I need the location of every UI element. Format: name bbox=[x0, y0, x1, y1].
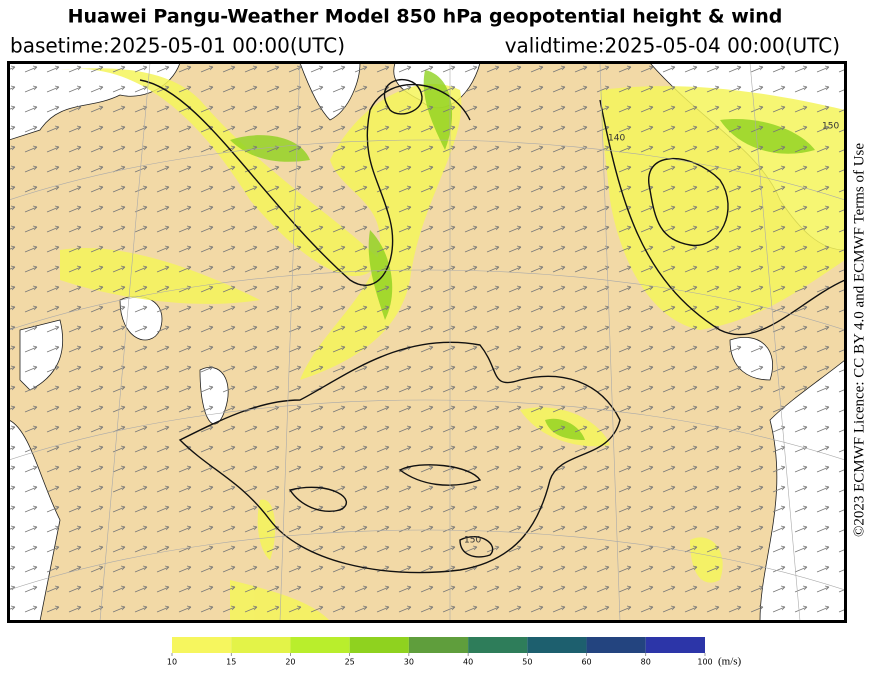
map-frame bbox=[7, 61, 847, 623]
colorbar-segment bbox=[172, 637, 232, 653]
colorbar-tick-label: 25 bbox=[345, 658, 355, 667]
colorbar-segment bbox=[349, 637, 409, 653]
colorbar-segment bbox=[290, 637, 350, 653]
colorbar-tick-label: 20 bbox=[285, 658, 295, 667]
wind-arrows bbox=[9, 63, 845, 621]
colorbar-tick-label: 100 bbox=[697, 658, 712, 667]
basetime: basetime:2025-05-01 00:00(UTC) bbox=[10, 34, 345, 58]
colorbar-segment bbox=[586, 637, 646, 653]
colorbar-tick-label: 40 bbox=[463, 658, 473, 667]
colorbar: 10 15 20 25 30 40 50 60 80 100 bbox=[167, 637, 713, 667]
colorbar-unit: (m/s) bbox=[718, 656, 742, 668]
licence: ©2023 ECMWF Licence: CC BY 4.0 and ECMWF… bbox=[851, 143, 867, 537]
colorbar-tick-label: 10 bbox=[167, 658, 177, 667]
colorbar-tick-label: 60 bbox=[581, 658, 591, 667]
contour-label: 150 bbox=[464, 536, 481, 546]
colorbar-segment bbox=[231, 637, 291, 653]
colorbar-tick-label: 50 bbox=[522, 658, 532, 667]
colorbar-segment bbox=[408, 637, 469, 653]
colorbar-segment bbox=[527, 637, 587, 653]
map: 140 150 150 bbox=[9, 63, 845, 621]
graticule bbox=[9, 63, 845, 621]
validtime: validtime:2025-05-04 00:00(UTC) bbox=[505, 34, 840, 58]
contours bbox=[139, 79, 845, 574]
colorbar-tick-label: 80 bbox=[641, 658, 651, 667]
contour-label: 150 bbox=[822, 122, 839, 132]
title: Huawei Pangu-Weather Model 850 hPa geopo… bbox=[68, 6, 783, 28]
colorbar-segment bbox=[645, 637, 705, 653]
contour-label: 140 bbox=[608, 134, 625, 144]
colorbar-segment bbox=[468, 637, 528, 653]
colorbar-tick-label: 15 bbox=[226, 658, 236, 667]
colorbar-tick-label: 30 bbox=[404, 658, 414, 667]
